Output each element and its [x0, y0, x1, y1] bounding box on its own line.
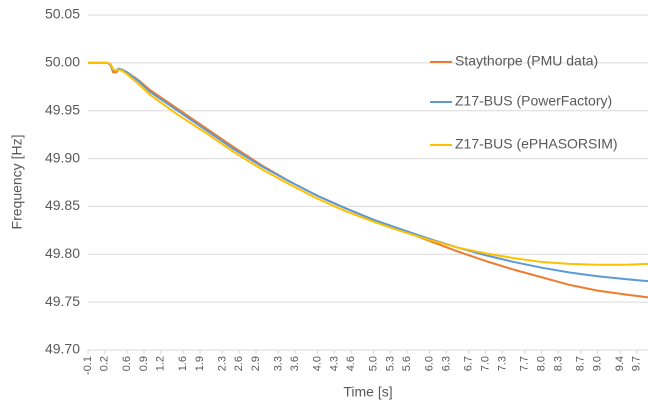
- y-tick-label: 49.70: [45, 341, 80, 357]
- x-tick-label: 6.3: [440, 356, 452, 371]
- legend-label: Staythorpe (PMU data): [455, 53, 598, 69]
- legend-label: Z17-BUS (ePHASORSIM): [455, 136, 618, 152]
- x-tick-label: 3.3: [272, 356, 284, 371]
- x-tick-label: 5.0: [368, 356, 380, 371]
- y-tick-label: 49.90: [45, 149, 80, 165]
- x-tick-label: 1.6: [177, 356, 189, 371]
- x-axis-label: Time [s]: [343, 384, 392, 400]
- x-tick-label: 8.3: [552, 356, 564, 371]
- y-axis-label: Frequency [Hz]: [9, 135, 25, 230]
- x-tick-label: -0.1: [82, 356, 94, 375]
- x-tick-label: 2.6: [233, 356, 245, 371]
- x-tick-label: 4.6: [345, 356, 357, 371]
- legend-label: Z17-BUS (PowerFactory): [455, 93, 612, 109]
- x-tick-label: 2.9: [250, 356, 262, 371]
- x-tick-label: 4.0: [312, 356, 324, 371]
- x-tick-label: 4.3: [328, 356, 340, 371]
- x-tick-label: 9.7: [631, 356, 643, 371]
- y-tick-label: 49.75: [45, 293, 80, 309]
- x-tick-label: 3.6: [289, 356, 301, 371]
- x-tick-label: 9.0: [592, 356, 604, 371]
- y-tick-label: 49.95: [45, 101, 80, 117]
- x-tick-label: 6.7: [463, 356, 475, 371]
- x-tick-label: 8.7: [575, 356, 587, 371]
- x-tick-label: 9.4: [614, 356, 626, 371]
- y-tick-label: 49.80: [45, 245, 80, 261]
- y-tick-label: 50.00: [45, 54, 80, 70]
- x-tick-label: 1.2: [155, 356, 167, 371]
- x-tick-label: 0.6: [121, 356, 133, 371]
- x-tick-label: 7.7: [519, 356, 531, 371]
- x-tick-label: 6.0: [424, 356, 436, 371]
- x-tick-label: 5.3: [384, 356, 396, 371]
- y-tick-label: 50.05: [45, 6, 80, 22]
- x-tick-label: 0.9: [138, 356, 150, 371]
- series-line: [88, 61, 648, 266]
- x-tick-label: 7.0: [480, 356, 492, 371]
- x-tick-label: 5.6: [401, 356, 413, 371]
- x-tick-label: 2.3: [216, 356, 228, 371]
- x-tick-label: 1.9: [194, 356, 206, 371]
- x-tick-label: 0.2: [99, 356, 111, 371]
- x-tick-label: 8.0: [536, 356, 548, 371]
- y-tick-label: 49.85: [45, 197, 80, 213]
- x-tick-label: 7.3: [496, 356, 508, 371]
